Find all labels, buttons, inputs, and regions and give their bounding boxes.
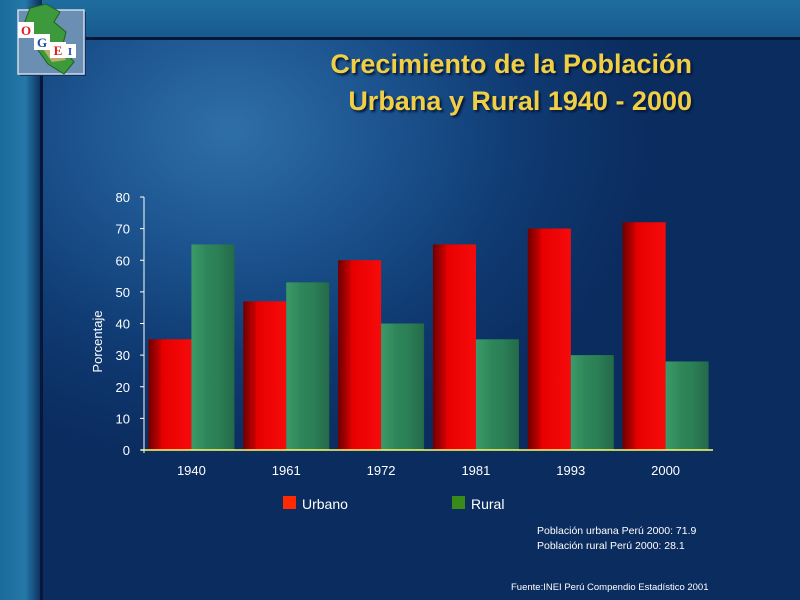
legend-label-rural: Rural (471, 496, 504, 512)
bar-shade-rural-2000 (678, 361, 709, 450)
x-tick-label: 1981 (461, 463, 490, 478)
bar-shade-rural-1981 (488, 339, 519, 450)
y-tick-label: 80 (116, 190, 130, 205)
x-tick-label: 1993 (556, 463, 585, 478)
slide-title: Crecimiento de la Población Urbana y Rur… (200, 46, 692, 120)
y-axis-title: Porcentaje (90, 310, 105, 372)
bar-shade-rural-1940 (204, 244, 235, 450)
y-tick-label: 70 (116, 222, 130, 237)
legend-swatch-rural (452, 496, 465, 509)
x-tick-label: 2000 (651, 463, 680, 478)
bar-shade-urbano-1981 (445, 244, 476, 450)
y-tick-label: 30 (116, 348, 130, 363)
top-band (0, 0, 800, 38)
source-note: Fuente:INEI Perú Compendio Estadístico 2… (511, 582, 709, 593)
x-tick-label: 1940 (177, 463, 206, 478)
bar-shade-rural-1993 (583, 355, 614, 450)
legend: Urbano Rural (283, 496, 504, 512)
logo-letter-g: G (37, 35, 47, 50)
y-tick-label: 40 (116, 317, 130, 332)
x-tick-label: 1961 (272, 463, 301, 478)
legend-label-urbano: Urbano (302, 496, 348, 512)
logo-letter-e: E (54, 43, 63, 58)
bar-shade-urbano-1961 (256, 301, 287, 450)
bar-shade-urbano-2000 (635, 222, 666, 450)
slide-title-line-1: Crecimiento de la Población (330, 49, 692, 79)
bar-shade-rural-1961 (299, 282, 330, 450)
y-tick-label: 10 (116, 411, 130, 426)
legend-swatch-urbano (283, 496, 296, 509)
note-rural-population: Población rural Perú 2000: 28.1 (537, 540, 685, 552)
left-band-edge (40, 38, 43, 600)
left-band (0, 0, 42, 600)
axes-group: 1940 1961 1972 1981 1993 2000 0 10 20 30 40 50 60 70 8… (90, 190, 713, 478)
logo-letter-o: O (21, 23, 31, 38)
top-band-edge (40, 37, 800, 40)
x-tick-label: 1972 (367, 463, 396, 478)
bar-shade-rural-1972 (393, 323, 425, 450)
logo-letter-i: I (68, 46, 72, 58)
bar-shade-urbano-1940 (161, 339, 192, 450)
slide-title-line-2: Urbana y Rural 1940 - 2000 (348, 86, 692, 116)
y-tick-label: 50 (116, 285, 130, 300)
note-urban-population: Población urbana Perú 2000: 71.9 (537, 525, 697, 537)
y-tick-label: 0 (123, 443, 130, 458)
bar-shade-urbano-1972 (350, 260, 382, 450)
population-notes: Población urbana Perú 2000: 71.9 Poblaci… (537, 524, 696, 554)
y-tick-label: 20 (116, 380, 130, 395)
y-tick-label: 60 (116, 253, 130, 268)
bar-shade-urbano-1993 (540, 228, 571, 450)
ogei-logo-icon: O G E I (17, 3, 86, 76)
bars-group (148, 222, 709, 450)
